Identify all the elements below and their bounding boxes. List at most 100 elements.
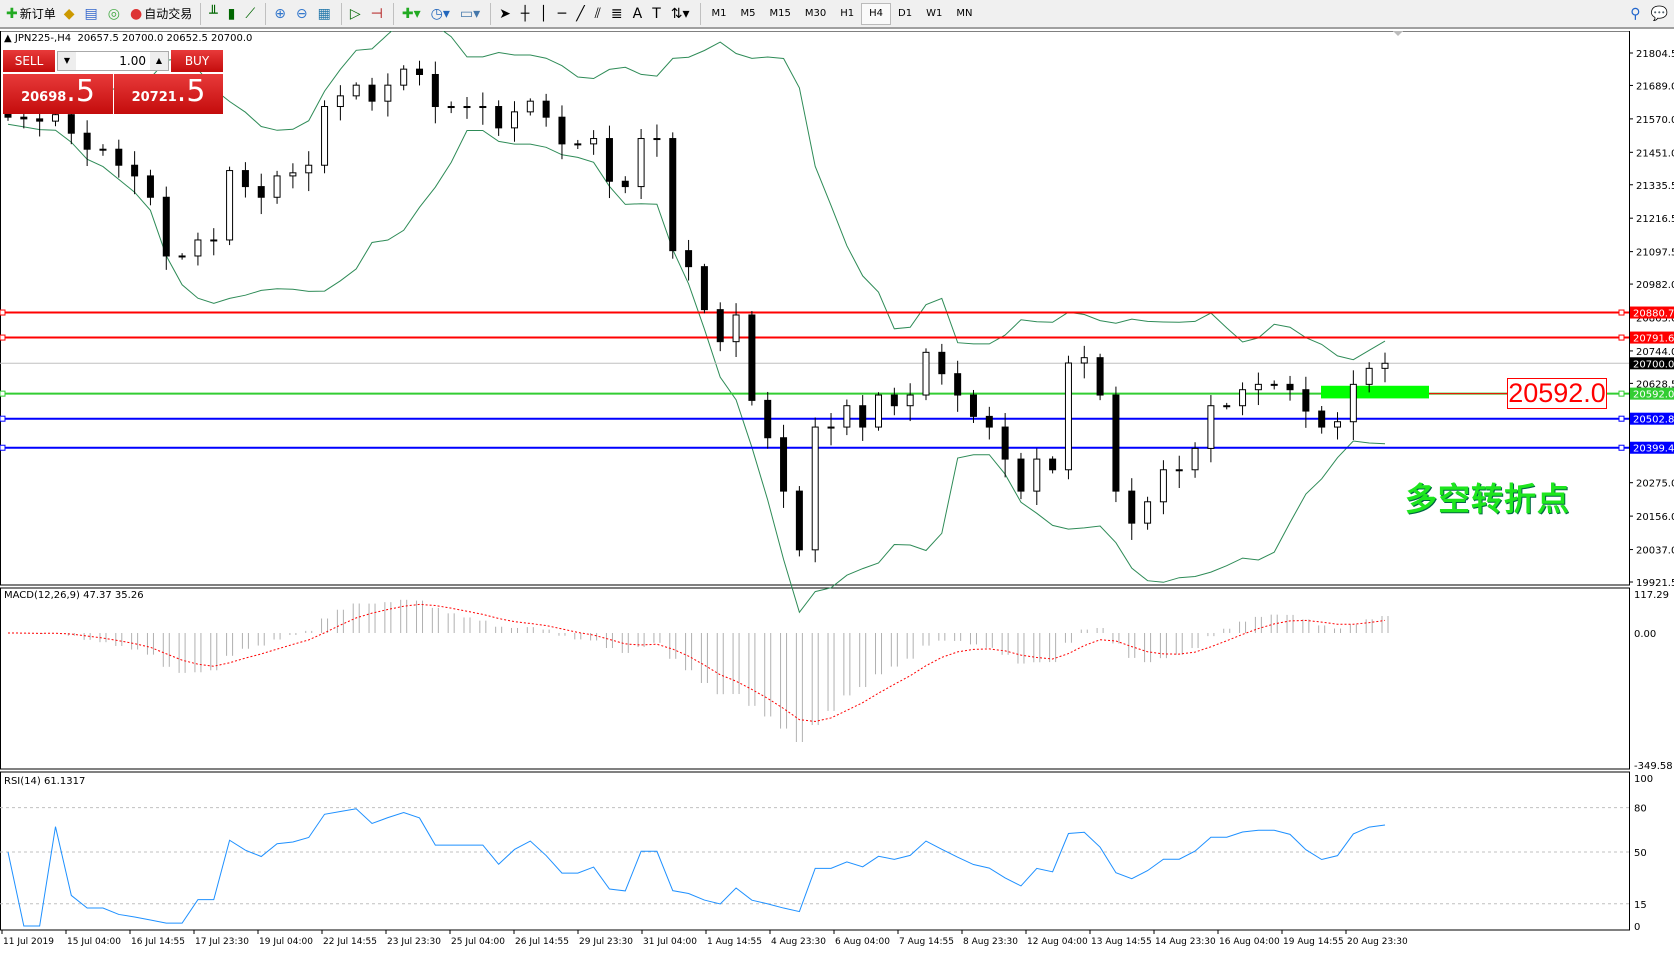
timeframe-m30[interactable]: M30 xyxy=(804,8,827,19)
chat-button[interactable]: 💬 xyxy=(1647,2,1674,26)
candle-body xyxy=(20,116,28,120)
candle-body xyxy=(1001,426,1009,460)
rsi-label: RSI(14) 61.1317 xyxy=(4,776,85,787)
timeframe-d1[interactable]: D1 xyxy=(898,8,913,19)
vertical-line-icon: │ xyxy=(539,5,548,22)
candle-body xyxy=(1175,469,1183,472)
auto-trading-button[interactable]: ● 自动交易 xyxy=(129,5,193,22)
periods-button[interactable]: ◷▾ xyxy=(427,2,456,26)
tile-windows-button[interactable]: ▦ xyxy=(314,2,337,26)
sell-price-main: 20698 xyxy=(21,90,67,105)
candle-body xyxy=(210,239,218,242)
candle-chart-button[interactable]: ▮ xyxy=(224,2,242,26)
candle-body xyxy=(748,314,756,401)
sell-price-pips: .5 xyxy=(66,74,95,109)
candle-body xyxy=(51,114,59,122)
candle-body xyxy=(621,180,629,188)
bar-chart-button[interactable]: ╨ xyxy=(205,2,223,26)
price-axis-label: 19921.5 xyxy=(1636,578,1674,589)
candle-body xyxy=(843,405,851,428)
candle-body xyxy=(99,148,107,151)
time-axis-label: 12 Aug 04:00 xyxy=(1027,937,1088,947)
candle-body xyxy=(685,250,693,268)
divider xyxy=(490,2,492,25)
price-axis-label: 21570.0 xyxy=(1636,115,1674,126)
time-axis-label: 8 Aug 23:30 xyxy=(963,937,1018,947)
zoom-in-button[interactable]: ⊕ xyxy=(270,2,292,26)
lot-decrease-button[interactable]: ▼ xyxy=(58,52,76,70)
timeframe-m1[interactable]: M1 xyxy=(711,8,727,19)
timeframe-m5[interactable]: M5 xyxy=(740,8,756,19)
timeframe-h1[interactable]: H1 xyxy=(840,8,855,19)
rsi-axis-label: 50 xyxy=(1634,848,1647,859)
search-icon: ⚲ xyxy=(1630,5,1641,22)
signals-button[interactable]: ◎ xyxy=(104,2,126,26)
candle-body xyxy=(938,351,946,375)
channel-button[interactable]: ⫽ xyxy=(591,2,607,26)
cursor-button[interactable]: ➤ xyxy=(495,2,517,26)
arrows-button[interactable]: ⇅▾ xyxy=(667,2,696,26)
divider xyxy=(392,2,394,25)
trendline-button[interactable]: ╱ xyxy=(572,2,590,26)
candle-body xyxy=(1349,383,1357,423)
level-handle xyxy=(0,334,6,341)
time-axis-label: 31 Jul 04:00 xyxy=(643,937,697,947)
line-chart-button[interactable]: ⟋ xyxy=(241,2,261,26)
zoom-out-button[interactable]: ⊖ xyxy=(292,2,314,26)
price-axis-label: 20982.0 xyxy=(1636,280,1674,291)
candle-body xyxy=(36,118,44,122)
price-axis-label: 20863.0 xyxy=(1636,314,1674,325)
chart-shift-button[interactable]: ⊣ xyxy=(367,2,389,26)
level-price-label: 20880.7 xyxy=(1633,309,1674,320)
pivot-annotation-text[interactable]: 多空转折点 xyxy=(1405,480,1571,518)
lot-increase-button[interactable]: ▲ xyxy=(150,52,168,70)
candle-body xyxy=(954,373,962,396)
chart-area[interactable]: 21804.5 21689.0 21570.0 21451.0 21335.5 21216… xyxy=(0,31,1674,955)
fibonacci-button[interactable]: ≣ xyxy=(607,2,629,26)
chart-shift-icon: ⊣ xyxy=(370,5,383,22)
text-button[interactable]: A xyxy=(629,2,649,26)
search-button[interactable]: ⚲ xyxy=(1626,2,1646,26)
candle-body xyxy=(1049,458,1057,471)
new-order-button[interactable]: ✚ 新订单 xyxy=(6,5,56,22)
label-button[interactable]: T xyxy=(648,2,667,26)
bar-chart-icon: ╨ xyxy=(209,5,218,22)
timeframe-m15[interactable]: M15 xyxy=(769,8,791,19)
candle-body xyxy=(1112,394,1120,492)
templates-button[interactable]: ▭▾ xyxy=(456,2,486,26)
price-axis-label: 20628.5 xyxy=(1636,379,1674,390)
timeframe-h4[interactable]: H4 xyxy=(861,2,892,25)
lot-input[interactable]: 1.00 xyxy=(119,54,146,68)
buy-button[interactable]: BUY xyxy=(171,50,223,72)
horizontal-line-button[interactable]: ─ xyxy=(554,2,572,26)
level-handle xyxy=(1618,334,1625,341)
buy-price-pips: .5 xyxy=(176,74,206,109)
history-button[interactable]: ▤ xyxy=(81,2,104,26)
candle-body xyxy=(795,490,803,551)
candle-body xyxy=(416,68,424,75)
indicators-button[interactable]: ✚▾ xyxy=(398,2,427,26)
experts-button[interactable]: ◆ xyxy=(60,2,81,26)
time-axis-label: 11 Jul 2019 xyxy=(3,937,54,947)
symbol-label: JPN225-,H4 xyxy=(14,33,72,44)
timeframe-w1[interactable]: W1 xyxy=(926,8,943,19)
sell-button[interactable]: SELL xyxy=(3,50,55,72)
timeframe-mn[interactable]: MN xyxy=(956,8,973,19)
level-price-tag xyxy=(1630,357,1674,370)
candle-body xyxy=(384,84,392,102)
text-label-icon: T xyxy=(652,5,661,22)
auto-scroll-button[interactable]: ▷ xyxy=(346,2,367,26)
vertical-line-button[interactable]: │ xyxy=(535,2,553,26)
sell-price-button[interactable]: 20698.5 xyxy=(3,74,113,114)
timeframe-bar: M1 M5 M15 M30 H1 H4 D1 W1 MN xyxy=(705,2,980,25)
candle-body xyxy=(289,172,297,177)
bollinger-upper-band xyxy=(7,31,1386,361)
candle-body xyxy=(653,138,661,141)
crosshair-button[interactable]: ┼ xyxy=(517,2,535,26)
pivot-price-label[interactable]: 20592.0 xyxy=(1507,378,1607,409)
buy-price-button[interactable]: 20721.5 xyxy=(114,74,223,114)
level-price-label: 20592.0 xyxy=(1633,390,1674,401)
time-axis-label: 26 Jul 14:55 xyxy=(515,937,569,947)
candle-body xyxy=(67,114,75,134)
candle-body xyxy=(1302,389,1310,412)
